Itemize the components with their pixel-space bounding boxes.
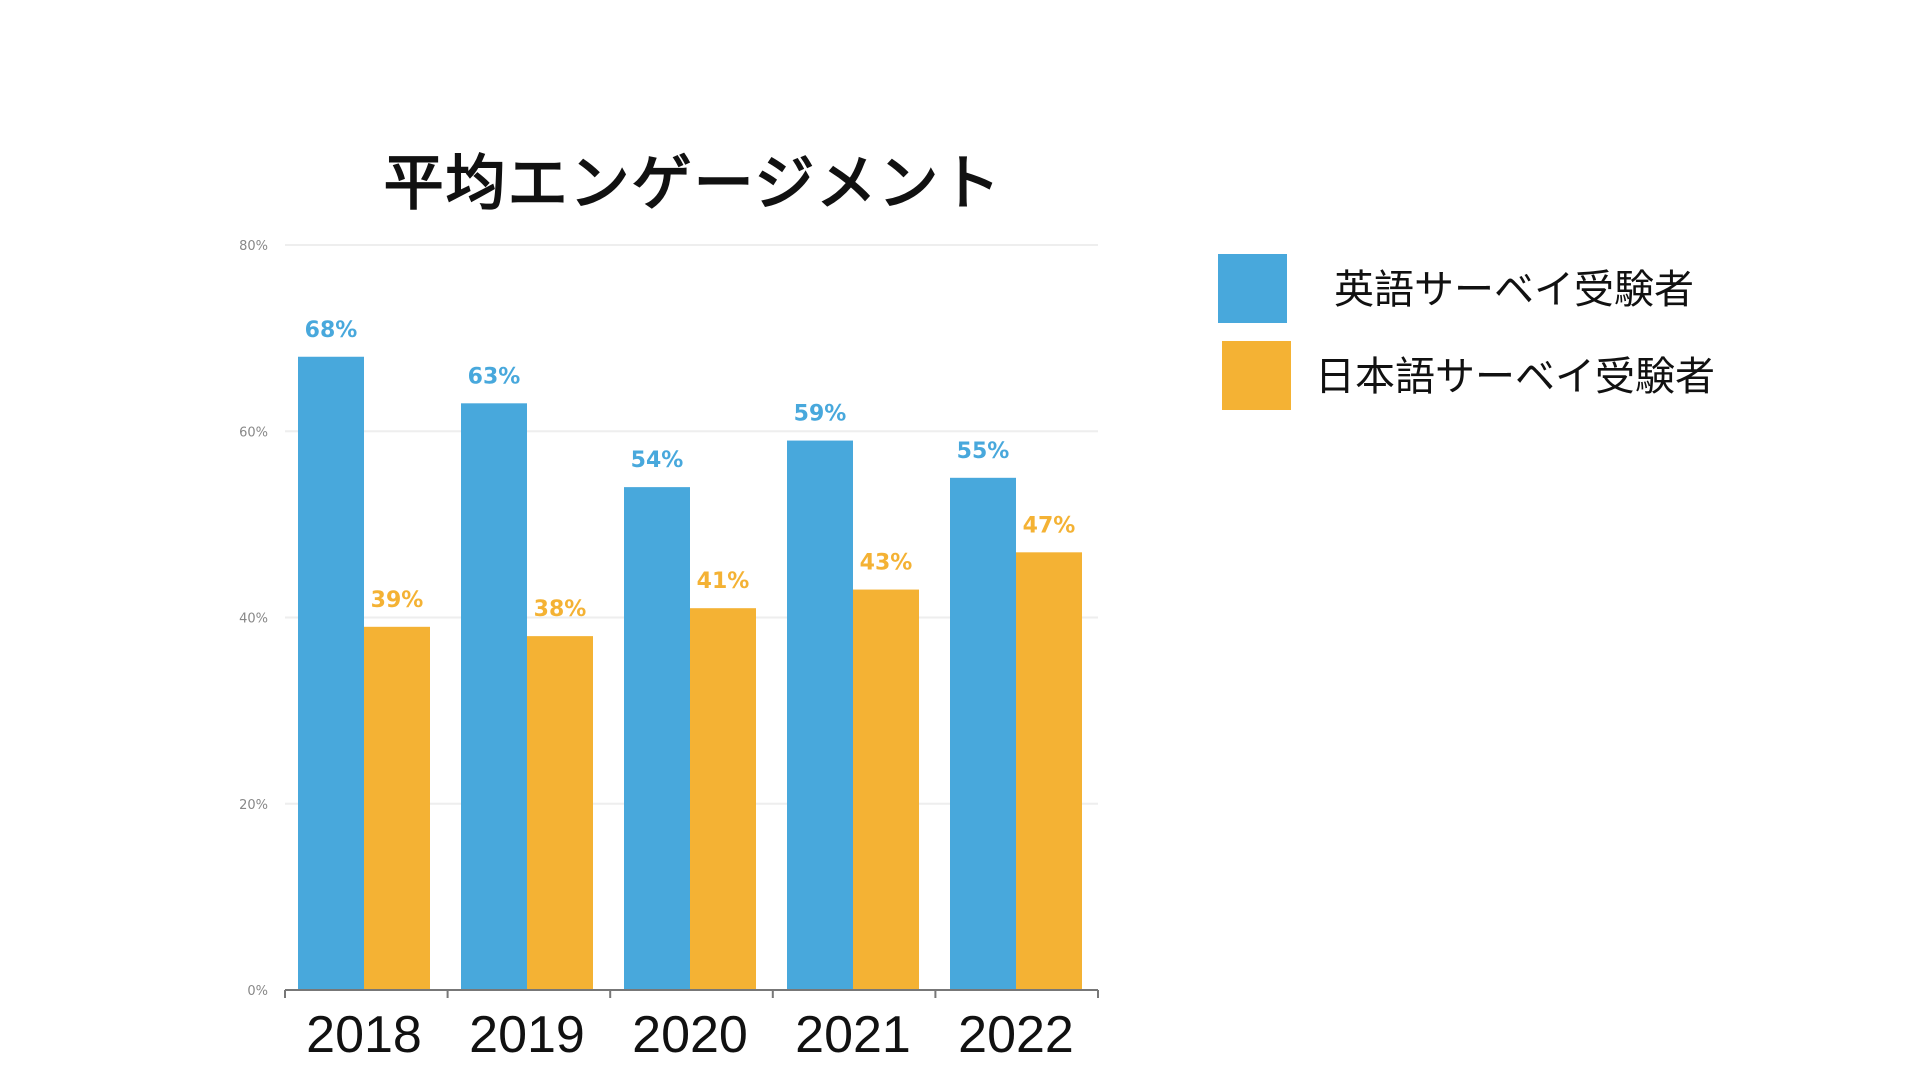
bar-english — [950, 477, 1016, 990]
bar-english — [787, 440, 853, 990]
y-tick-label: 0% — [247, 984, 268, 999]
bar-japanese — [690, 608, 756, 990]
legend-swatch-english — [1218, 254, 1287, 323]
x-tick-label: 2019 — [469, 1006, 585, 1064]
data-label: 55% — [957, 439, 1010, 464]
legend-label-english: 英語サーベイ受験者 — [1334, 267, 1694, 313]
legend-swatch-japanese — [1222, 341, 1291, 410]
bar-japanese — [364, 626, 430, 990]
data-label: 54% — [631, 448, 684, 473]
x-tick-label: 2018 — [306, 1006, 422, 1064]
y-tick-label: 40% — [239, 612, 268, 627]
data-label: 63% — [468, 364, 521, 389]
bar-english — [624, 487, 690, 990]
x-tick-label: 2020 — [632, 1006, 748, 1064]
y-tick-label: 60% — [239, 425, 268, 440]
legend-label-japanese: 日本語サーベイ受験者 — [1315, 354, 1715, 400]
bar-english — [461, 403, 527, 990]
bar-japanese — [1016, 552, 1082, 990]
y-tick-label: 80% — [239, 239, 268, 254]
data-label: 38% — [534, 597, 587, 622]
data-label: 47% — [1023, 513, 1076, 538]
data-label: 43% — [860, 551, 913, 576]
y-tick-label: 20% — [239, 798, 268, 813]
bar-english — [298, 356, 364, 990]
bar-japanese — [853, 589, 919, 990]
x-tick-label: 2021 — [795, 1006, 911, 1064]
data-label: 39% — [371, 588, 424, 613]
x-tick-label: 2022 — [958, 1006, 1074, 1064]
data-label: 41% — [697, 569, 750, 594]
chart-title: 平均エンゲージメント — [383, 149, 1003, 219]
bar-japanese — [527, 636, 593, 990]
data-label: 68% — [305, 318, 358, 343]
data-label: 59% — [794, 402, 847, 427]
